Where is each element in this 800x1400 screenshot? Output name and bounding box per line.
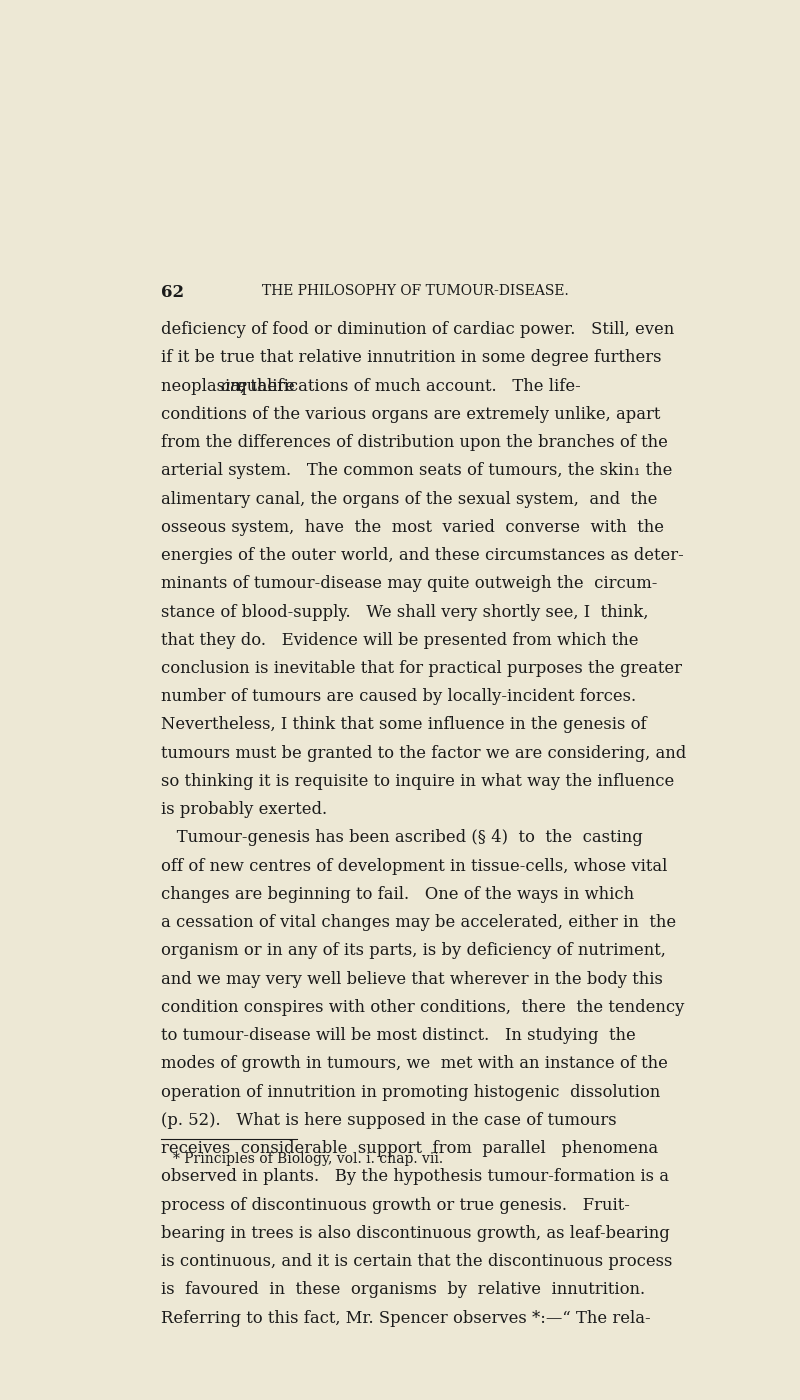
Text: energies of the outer world, and these circumstances as deter-: energies of the outer world, and these c… — [161, 547, 683, 564]
Text: from the differences of distribution upon the branches of the: from the differences of distribution upo… — [161, 434, 668, 451]
Text: Referring to this fact, Mr. Spencer observes *:—“ The rela-: Referring to this fact, Mr. Spencer obse… — [161, 1309, 650, 1327]
Text: (p. 52).   What is here supposed in the case of tumours: (p. 52). What is here supposed in the ca… — [161, 1112, 616, 1128]
Text: * Principles of Biology, vol. i. chap. vii.: * Principles of Biology, vol. i. chap. v… — [173, 1152, 443, 1166]
Text: a cessation of vital changes may be accelerated, either in  the: a cessation of vital changes may be acce… — [161, 914, 676, 931]
Text: deficiency of food or diminution of cardiac power.   Still, even: deficiency of food or diminution of card… — [161, 321, 674, 337]
Text: stance of blood-supply.   We shall very shortly see, I  think,: stance of blood-supply. We shall very sh… — [161, 603, 648, 620]
Text: that they do.   Evidence will be presented from which the: that they do. Evidence will be presented… — [161, 631, 638, 648]
Text: to tumour-disease will be most distinct.   In studying  the: to tumour-disease will be most distinct.… — [161, 1028, 635, 1044]
Text: is continuous, and it is certain that the discontinuous process: is continuous, and it is certain that th… — [161, 1253, 672, 1270]
Text: are: are — [220, 378, 248, 395]
Text: THE PHILOSOPHY OF TUMOUR-DISEASE.: THE PHILOSOPHY OF TUMOUR-DISEASE. — [262, 284, 569, 298]
Text: modes of growth in tumours, we  met with an in​stance of the: modes of growth in tumours, we met with … — [161, 1056, 668, 1072]
Text: 62: 62 — [161, 284, 184, 301]
Text: operation of innutrition in promoting histogenic  dissolution: operation of innutrition in promoting hi… — [161, 1084, 660, 1100]
Text: so thinking it is requisite to inquire in what way the influence: so thinking it is requisite to inquire i… — [161, 773, 674, 790]
Text: tumours must be granted to the factor we are considering, and: tumours must be granted to the factor we… — [161, 745, 686, 762]
Text: conclusion is inevitable that for practical purposes the greater: conclusion is inevitable that for practi… — [161, 659, 682, 678]
Text: and we may very well believe that wherever in the body this: and we may very well believe that wherev… — [161, 970, 662, 987]
Text: changes are beginning to fail.   One of the ways in which: changes are beginning to fail. One of th… — [161, 886, 634, 903]
Text: off of new centres of development in tissue-cells, whose vital: off of new centres of development in tis… — [161, 858, 667, 875]
Text: osseous system,  have  the  most  varied  converse  with  the: osseous system, have the most varied con… — [161, 519, 664, 536]
Text: conditions of the various organs are extremely unlike, apart: conditions of the various organs are ext… — [161, 406, 660, 423]
Text: qualifications of much account.   The life-: qualifications of much account. The life… — [231, 378, 581, 395]
Text: number of tumours are caused by locally-incident forces.: number of tumours are caused by locally-… — [161, 689, 636, 706]
Text: if it be true that relative innutrition in some degree furthers: if it be true that relative innutrition … — [161, 350, 662, 367]
Text: process of discontinuous growth or true genesis.   Fruit-: process of discontinuous growth or true … — [161, 1197, 630, 1214]
Text: observed in plants.   By the hypothesis tumour-formation is a: observed in plants. By the hypothesis tu… — [161, 1169, 669, 1186]
Text: organism or in any of its parts, is by deficiency of nutriment,: organism or in any of its parts, is by d… — [161, 942, 666, 959]
Text: receives  considerable  support  from  parallel   phenomena: receives considerable support from paral… — [161, 1140, 658, 1158]
Text: Tumour-genesis has been ascribed (§ 4)  to  the  casting: Tumour-genesis has been ascribed (§ 4) t… — [161, 829, 642, 847]
Text: alimentary canal, the organs of the sexual system,  and  the: alimentary canal, the organs of the sexu… — [161, 490, 657, 508]
Text: is  favoured  in  these  organisms  by  relative  innutrition.: is favoured in these organisms by relati… — [161, 1281, 645, 1298]
Text: bearing in trees is also discontinuous growth, as leaf-bearing: bearing in trees is also discontinuous g… — [161, 1225, 670, 1242]
Text: arterial system.   The common seats of tumours, the skin₁ the: arterial system. The common seats of tum… — [161, 462, 672, 479]
Text: is probably exerted.: is probably exerted. — [161, 801, 327, 818]
Text: Nevertheless, I think that some influence in the genesis of: Nevertheless, I think that some influenc… — [161, 717, 646, 734]
Text: neoplasia, there: neoplasia, there — [161, 378, 300, 395]
Text: condition conspires with other conditions,  there  the tendency: condition conspires with other condition… — [161, 1000, 684, 1016]
Text: minants of tumour-disease may quite outweigh the  circum-: minants of tumour-disease may quite outw… — [161, 575, 657, 592]
